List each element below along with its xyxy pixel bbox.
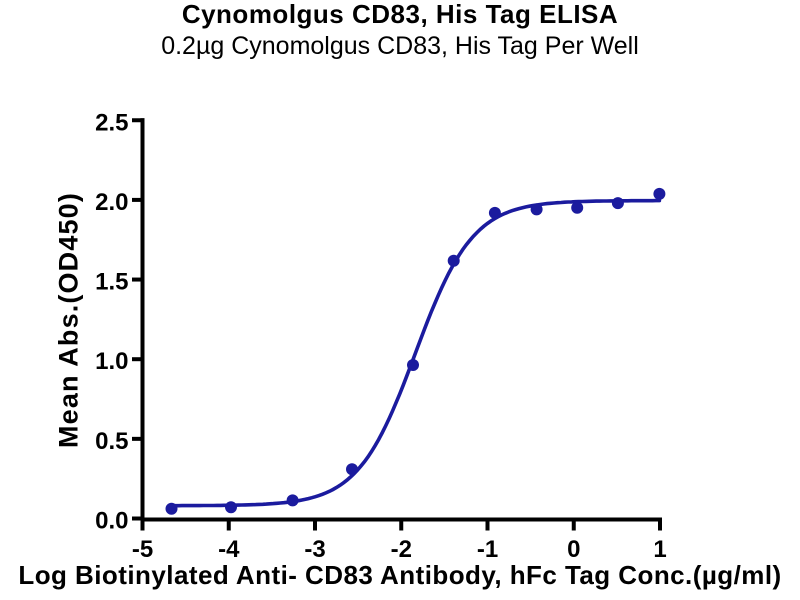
svg-text:0: 0: [567, 536, 580, 563]
svg-text:-3: -3: [304, 536, 325, 563]
svg-text:0.5: 0.5: [95, 428, 128, 455]
svg-text:1.5: 1.5: [95, 269, 128, 296]
svg-text:-1: -1: [477, 536, 498, 563]
svg-text:0.0: 0.0: [95, 508, 128, 535]
svg-text:Cynomolgus CD83, His Tag ELISA: Cynomolgus CD83, His Tag ELISA: [182, 0, 618, 29]
svg-text:1.0: 1.0: [95, 348, 128, 375]
svg-text:-4: -4: [218, 536, 240, 563]
svg-text:-5: -5: [132, 536, 153, 563]
svg-text:0.2µg Cynomolgus CD83, His Tag: 0.2µg Cynomolgus CD83, His Tag Per Well: [161, 32, 639, 60]
svg-text:-2: -2: [391, 536, 412, 563]
svg-text:Log Biotinylated Anti- CD83 An: Log Biotinylated Anti- CD83 Antibody, hF…: [18, 560, 781, 590]
svg-text:2.0: 2.0: [95, 189, 128, 216]
svg-text:1: 1: [653, 536, 666, 563]
svg-text:Mean Abs.(OD450): Mean Abs.(OD450): [54, 192, 84, 448]
svg-text:2.5: 2.5: [95, 109, 128, 136]
